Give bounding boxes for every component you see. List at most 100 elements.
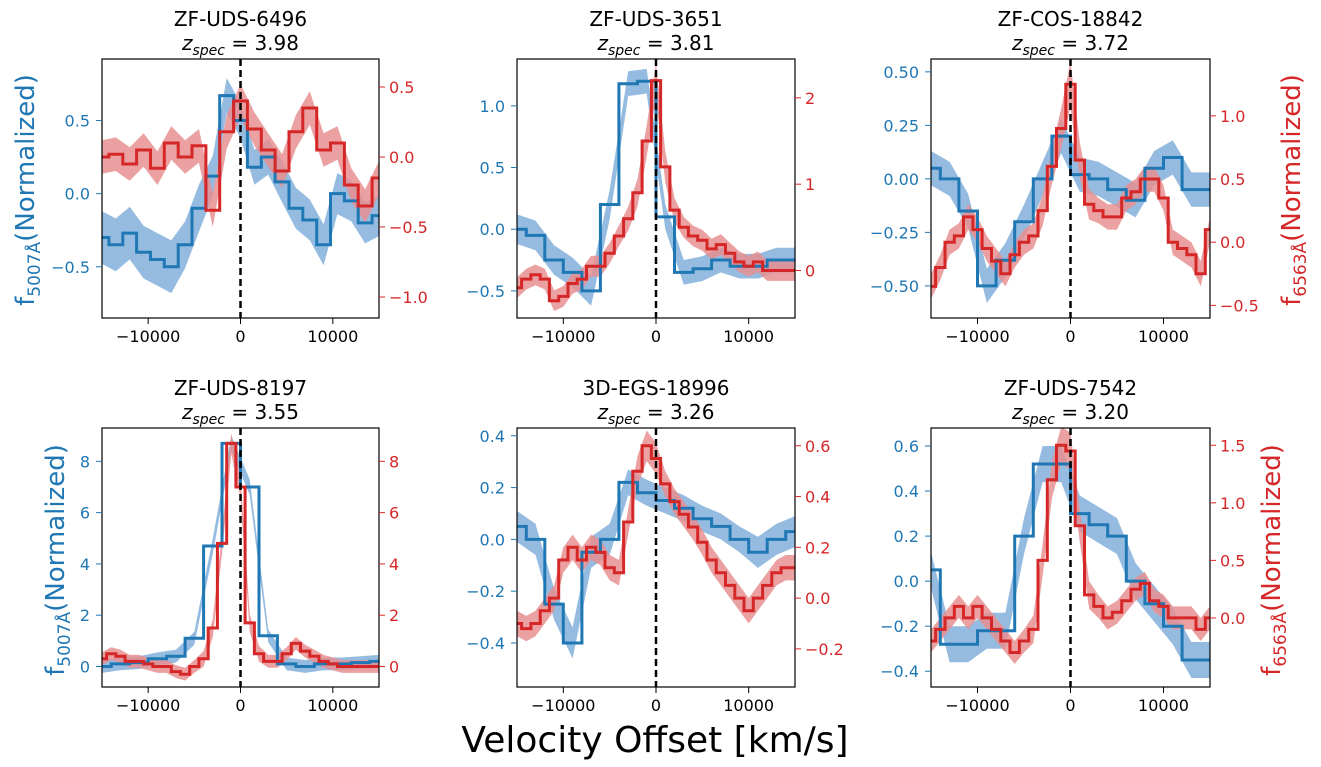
left-ylabel-bottom-f: f — [41, 666, 71, 676]
halpha-spectrum-line — [102, 441, 379, 676]
x-tick-label: 10000 — [1138, 327, 1189, 346]
z-value: = 3.55 — [225, 400, 299, 424]
halpha-spectrum-line — [931, 443, 1210, 654]
left-y-tick-label: 0.0 — [894, 572, 919, 591]
right-y-tick-label: 2 — [389, 606, 399, 625]
x-tick-label: 10000 — [723, 696, 774, 715]
left-y-tick-label: 0.25 — [883, 116, 919, 135]
left-y-tick-label: 0.00 — [883, 170, 919, 189]
left-y-tick-label: −0.5 — [466, 282, 505, 301]
x-tick-label: 10000 — [1138, 696, 1189, 715]
x-tick-label: 10000 — [723, 327, 774, 346]
right-ylabel-bottom-rest: (Normalized) — [1257, 444, 1287, 612]
panel-2: −10000 0 10000 −0.5 0.0 0.5 1.0 0 1 2 ZF-UDS-3651z… — [466, 7, 815, 346]
x-tick-label: 10000 — [307, 327, 358, 346]
left-y-tick-label: −0.5 — [51, 258, 90, 277]
left-y-tick-label: 0.4 — [894, 482, 919, 501]
panel-redshift: zspec = 3.26 — [596, 400, 714, 428]
right-ylabel-top-rest: (Normalized) — [1277, 74, 1307, 242]
z-subscript: spec — [192, 43, 225, 59]
right-y-tick-label: −0.5 — [1220, 296, 1259, 315]
right-y-tick-label: 0.0 — [1220, 233, 1245, 252]
z-symbol: z — [181, 31, 193, 55]
x-tick-label: −10000 — [116, 327, 180, 346]
left-ylabel-top-rest: (Normalized) — [11, 74, 41, 242]
right-ylabel-bottom-f: f — [1257, 666, 1287, 676]
x-tick-label: 0 — [1065, 696, 1075, 715]
z-value: = 3.81 — [640, 31, 714, 55]
x-tick-label: 0 — [1065, 327, 1075, 346]
right-y-tick-label: 1 — [805, 175, 815, 194]
right-y-tick-label: 0.5 — [1220, 170, 1245, 189]
oiii-uncertainty-band — [102, 78, 379, 294]
right-ylabel-bottom: f6563Å(Normalized) — [1257, 444, 1291, 676]
z-symbol: z — [596, 400, 608, 424]
plot-area — [517, 59, 795, 318]
panel-redshift: zspec = 3.55 — [181, 400, 299, 428]
z-subscript: spec — [608, 43, 641, 59]
z-subscript: spec — [608, 412, 641, 428]
left-y-tick-label: −0.4 — [880, 662, 919, 681]
panels-group: −10000 0 10000−0.50.00.5−1.0−0.50.00.5ZF-U… — [51, 7, 1259, 715]
left-y-tick-label: 4 — [80, 555, 90, 574]
left-ylabel-bottom-sub: 5007Å — [53, 611, 75, 666]
panel-title: 3D-EGS-18996 — [582, 376, 729, 400]
left-y-tick-label: −0.2 — [880, 617, 919, 636]
left-y-tick-label: −0.25 — [870, 223, 919, 242]
z-subscript: spec — [1022, 43, 1055, 59]
right-y-tick-label: 0.0 — [805, 589, 830, 608]
right-y-tick-label: 0.5 — [1220, 551, 1245, 570]
z-symbol: z — [181, 400, 193, 424]
figure-xlabel: Velocity Offset [km/s] — [461, 720, 848, 761]
left-y-tick-label: 2 — [80, 606, 90, 625]
z-symbol: z — [1011, 31, 1023, 55]
panel-1: −10000 0 10000 −0.5 0.0 0.5 −1.0 −0.5 0.0 0.5 ZF-U… — [51, 7, 428, 346]
x-tick-label: 0 — [235, 696, 245, 715]
panel-title: ZF-UDS-8197 — [174, 376, 307, 400]
z-value: = 3.98 — [225, 31, 299, 55]
left-y-tick-label: 1.0 — [480, 97, 505, 116]
panel-redshift: zspec = 3.20 — [1011, 400, 1129, 428]
x-tick-label: −10000 — [531, 696, 595, 715]
x-tick-label: 0 — [235, 327, 245, 346]
left-y-tick-label: 0.4 — [480, 427, 505, 446]
right-y-tick-label: 6 — [389, 504, 399, 523]
left-y-tick-label: −0.4 — [466, 634, 505, 653]
left-y-tick-label: −0.50 — [870, 277, 919, 296]
plot-area — [517, 428, 795, 687]
oiii-spectrum-line — [931, 462, 1210, 662]
panel-title: ZF-UDS-3651 — [589, 7, 722, 31]
left-ylabel-top-sub: 5007Å — [23, 241, 45, 296]
right-y-tick-label: −0.5 — [389, 218, 428, 237]
plot-area — [102, 59, 379, 318]
x-tick-label: 0 — [651, 696, 661, 715]
panel-5: −10000 0 10000 −0.4 −0.2 0.0 0.2 0.4 −0.2 0.0 0.2 0… — [466, 376, 844, 715]
right-y-tick-label: 0.6 — [805, 437, 830, 456]
left-y-tick-label: 0.0 — [480, 530, 505, 549]
right-y-tick-label: 8 — [389, 452, 399, 471]
halpha-spectrum-line — [517, 79, 795, 303]
right-y-tick-label: −0.2 — [805, 640, 844, 659]
right-ylabel-top-f: f — [1277, 296, 1307, 306]
panel-redshift: zspec = 3.98 — [181, 31, 299, 59]
left-y-tick-label: 0.6 — [894, 437, 919, 456]
left-y-tick-label: 8 — [80, 452, 90, 471]
right-y-tick-label: 0.5 — [389, 78, 414, 97]
x-tick-label: −10000 — [945, 696, 1009, 715]
left-y-tick-label: 0.2 — [894, 527, 919, 546]
right-y-tick-label: 2 — [805, 89, 815, 108]
right-y-tick-label: 0.0 — [389, 148, 414, 167]
panel-3: −10000 0 10000 −0.50 −0.25 0.00 0.25 0.50 −0.5 0.… — [870, 7, 1259, 346]
left-ylabel-bottom: f5007Å(Normalized) — [41, 444, 75, 676]
panel-6: −10000 0 10000 −0.4 −0.2 0.0 0.2 0.4 0.6 0.0 0.5 1.… — [880, 376, 1245, 715]
panel-redshift: zspec = 3.72 — [1011, 31, 1129, 59]
left-y-tick-label: 6 — [80, 504, 90, 523]
halpha-uncertainty-band — [517, 430, 795, 642]
oiii-spectrum-line — [517, 79, 795, 293]
left-y-tick-label: 0.2 — [480, 479, 505, 498]
right-ylabel-bottom-sub: 6563Å — [1269, 611, 1291, 666]
panel-title: ZF-UDS-7542 — [1004, 376, 1137, 400]
right-y-tick-label: 0.0 — [1220, 609, 1245, 628]
